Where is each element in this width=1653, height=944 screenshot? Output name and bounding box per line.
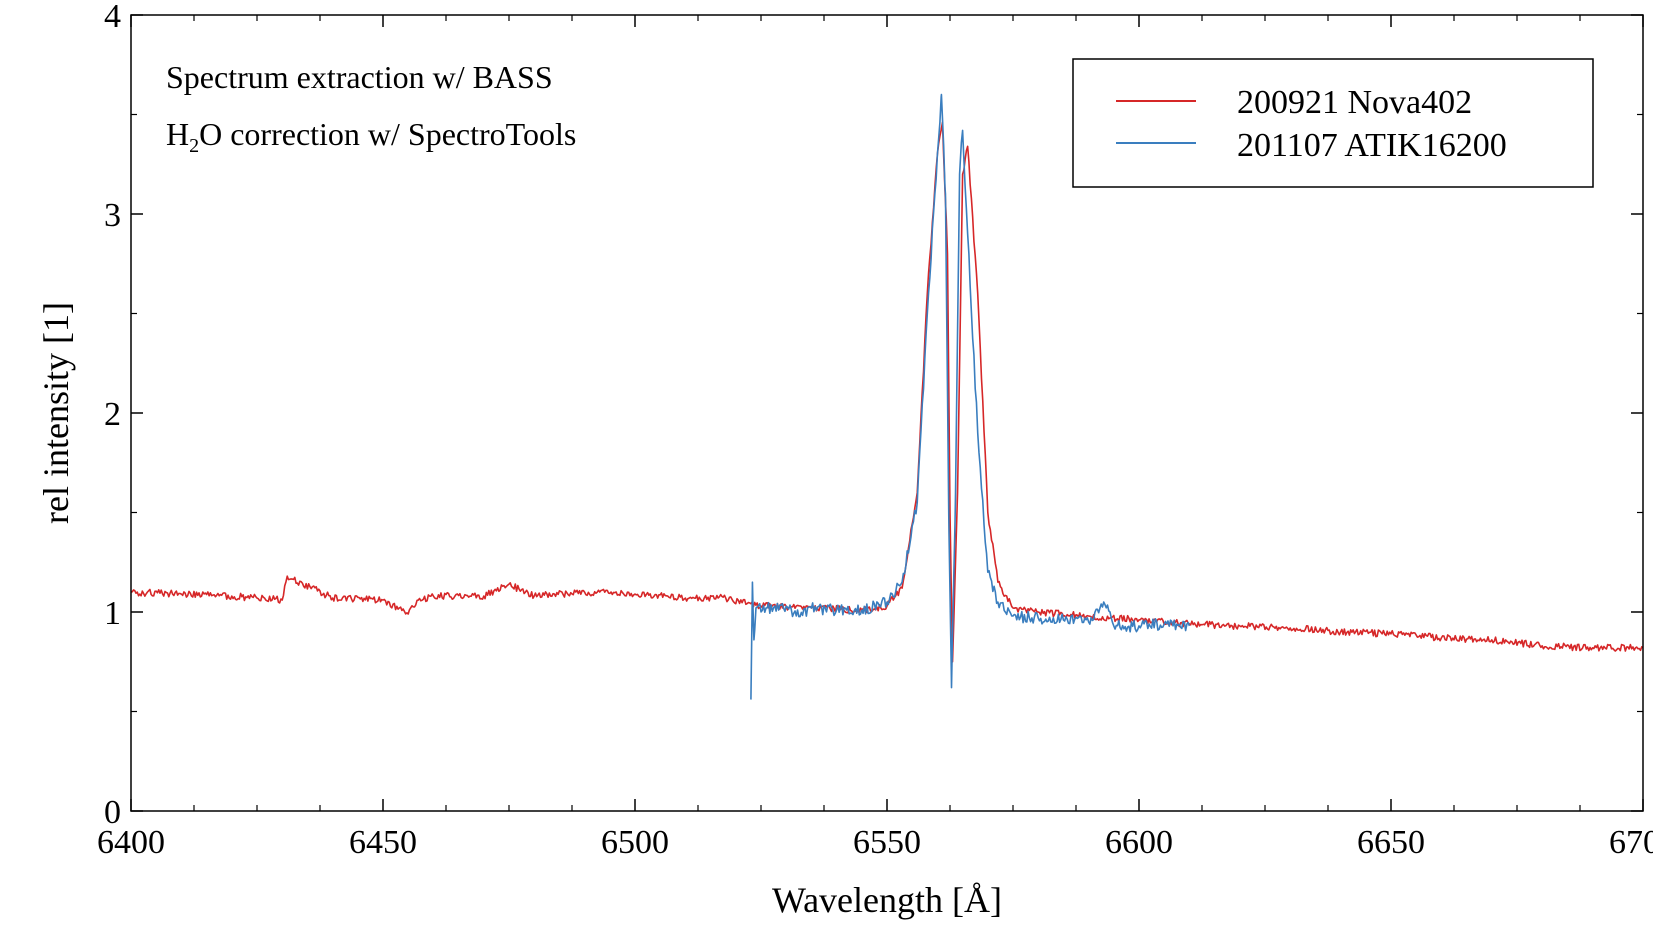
x-tick-label: 6400 xyxy=(97,824,165,861)
annotation-suffix: O correction w/ SpectroTools xyxy=(199,116,576,152)
annotation-h-prefix: H xyxy=(166,116,189,152)
y-tick-label: 4 xyxy=(104,0,121,35)
series-line-atik16200 xyxy=(750,93,1191,700)
x-tick-label: 6650 xyxy=(1357,824,1425,861)
y-tick-label: 3 xyxy=(104,197,121,234)
y-axis-ticks: 0 1 2 3 4 xyxy=(104,0,1643,831)
annotation-subscript-2: 2 xyxy=(189,135,199,157)
x-tick-label: 6600 xyxy=(1105,824,1173,861)
y-axis-title: rel intensity [1] xyxy=(36,302,76,524)
legend: 200921 Nova402 201107 ATIK16200 xyxy=(1072,58,1594,188)
annotation-extraction: Spectrum extraction w/ BASS xyxy=(166,59,553,95)
y-tick-label: 2 xyxy=(104,396,121,433)
series-layer xyxy=(130,93,1644,700)
plot-frame xyxy=(130,14,1644,812)
annotation-h2o-correction: H2O correction w/ SpectroTools xyxy=(166,116,576,157)
legend-box xyxy=(1072,58,1594,188)
y-tick-label: 1 xyxy=(104,595,121,632)
x-tick-label: 6700 xyxy=(1609,824,1653,861)
x-axis-title: Wavelength [Å] xyxy=(772,880,1002,920)
x-tick-label: 6550 xyxy=(853,824,921,861)
x-tick-label: 6450 xyxy=(349,824,417,861)
x-tick-label: 6500 xyxy=(601,824,669,861)
y-tick-label: 0 xyxy=(104,794,121,831)
x-axis-ticks: 6400 6450 6500 6550 6600 6650 6700 xyxy=(97,15,1653,861)
legend-label-nova402: 200921 Nova402 xyxy=(1237,84,1472,121)
series-line-nova402 xyxy=(130,121,1644,663)
legend-label-atik16200: 201107 ATIK16200 xyxy=(1237,127,1507,164)
